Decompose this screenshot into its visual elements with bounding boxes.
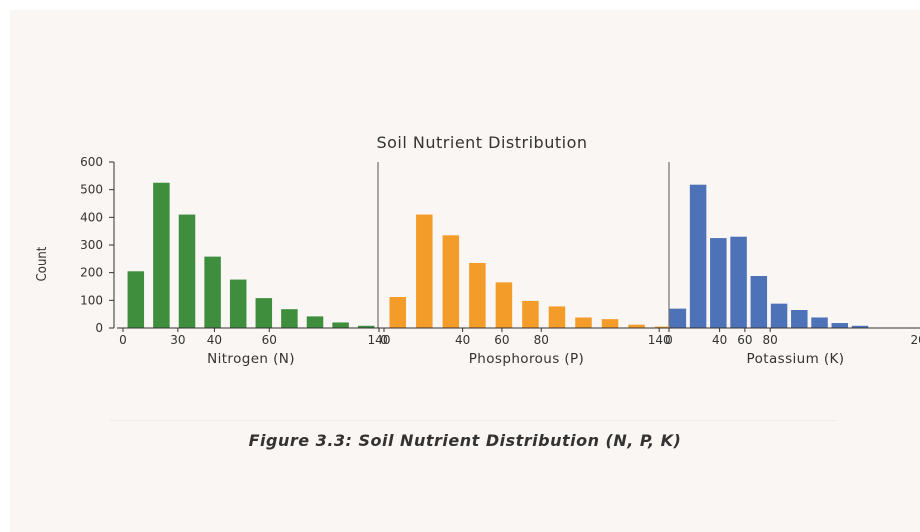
y-axis-label: Count [35, 246, 50, 281]
x-tick-label: 0 [665, 333, 673, 347]
histogram-bar [416, 214, 433, 328]
y-axis: 0 100 200 300 400 500 600 [80, 155, 115, 335]
x-tick-label: 40 [455, 333, 470, 347]
x-tick-label: 40 [207, 333, 222, 347]
figure-caption: Figure 3.3: Soil Nutrient Distribution (… [248, 431, 682, 450]
histogram-bar [831, 323, 849, 328]
x-tick-label: 140 [368, 333, 391, 347]
histogram-bar [389, 297, 407, 328]
x-tick-label: 60 [737, 333, 752, 347]
histogram-bar [770, 303, 788, 328]
y-tick-label: 0 [95, 321, 103, 335]
y-tick-label: 200 [80, 266, 103, 280]
histogram-bar [442, 235, 460, 328]
x-tick-label: 140 [648, 333, 671, 347]
chart: Soil Nutrient Distribution Count 0 100 200… [35, 133, 920, 367]
histogram-bar [628, 324, 645, 328]
y-tick-label: 400 [80, 210, 103, 224]
x-tick-label: 60 [494, 333, 509, 347]
y-tick-label: 600 [80, 155, 103, 169]
histogram-bar [229, 279, 247, 328]
histogram-bar [178, 214, 196, 328]
histogram-bar [522, 300, 539, 328]
x-axis-label: Potassium (K) [747, 351, 845, 367]
histogram-bar [575, 317, 592, 328]
histogram-bar [357, 325, 375, 328]
histogram-bar [281, 309, 298, 328]
histogram-bar [127, 271, 145, 328]
histogram-bar [811, 317, 828, 328]
panel-2: 0 40 60 80 200 Potassium (K) [663, 184, 920, 367]
x-tick-label: 30 [170, 333, 185, 347]
chart-title: Soil Nutrient Distribution [376, 133, 587, 152]
x-tick-label: 0 [380, 333, 388, 347]
histogram-bar [669, 308, 687, 328]
histogram-bar [204, 256, 221, 328]
histogram-bar [710, 238, 727, 328]
chart-panels: 0 30 40 60 140 Nitrogen (N) 0 40 60 80 140 Phosphor… [117, 162, 920, 367]
y-tick-label: 300 [80, 238, 103, 252]
histogram-bar [689, 184, 707, 328]
panel-1: 0 40 60 80 140 Phosphorous (P) [378, 214, 672, 367]
x-tick-label: 80 [534, 333, 549, 347]
histogram-bar [791, 310, 808, 328]
histogram-bar [548, 306, 566, 328]
x-tick-label: 0 [119, 333, 127, 347]
histogram-bar [601, 319, 619, 328]
figure-page: Soil Nutrient Distribution Count 0 100 200… [10, 10, 920, 532]
panel-0: 0 30 40 60 140 Nitrogen (N) [117, 182, 391, 367]
histogram-bar [851, 325, 869, 328]
histogram-bar [306, 316, 324, 328]
histogram-bar [469, 262, 486, 328]
histogram-bar [332, 322, 349, 328]
histogram-bar [255, 298, 273, 328]
histogram-bar [730, 236, 747, 328]
histogram-bar [153, 182, 170, 328]
x-tick-label: 40 [712, 333, 727, 347]
histogram-bar [495, 282, 513, 328]
x-tick-label: 200 [911, 333, 920, 347]
caption-divider [110, 420, 836, 421]
y-tick-label: 500 [80, 183, 103, 197]
x-tick-label: 60 [262, 333, 277, 347]
y-tick-label: 100 [80, 293, 103, 307]
x-axis-label: Phosphorous (P) [469, 351, 584, 367]
x-tick-label: 80 [763, 333, 778, 347]
histogram-bar [750, 275, 768, 328]
histogram-bar [654, 326, 672, 328]
x-axis-label: Nitrogen (N) [207, 351, 295, 367]
